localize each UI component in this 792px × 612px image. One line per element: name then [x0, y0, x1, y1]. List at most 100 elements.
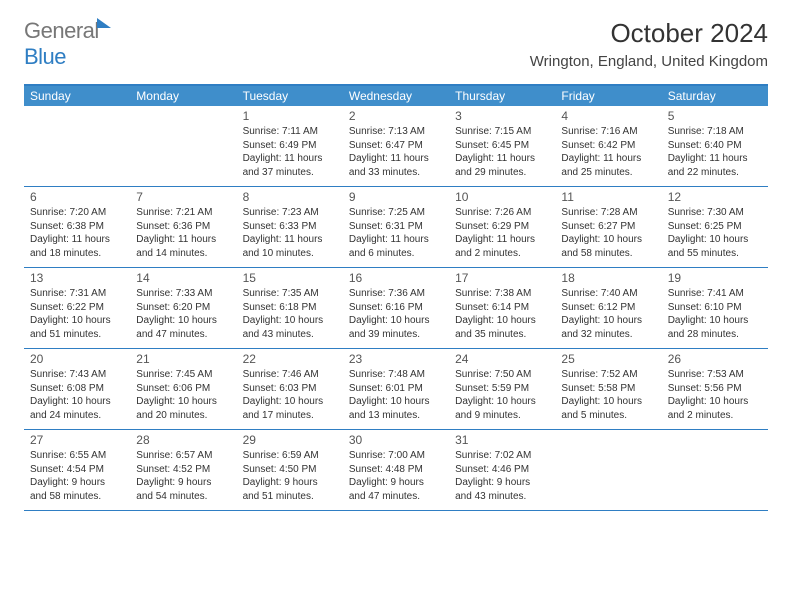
sunrise-line: Sunrise: 6:55 AM [30, 449, 124, 463]
calendar-day: 6Sunrise: 7:20 AMSunset: 6:38 PMDaylight… [24, 187, 130, 267]
sunrise-line: Sunrise: 7:52 AM [561, 368, 655, 382]
daylight-line: Daylight: 10 hours and 5 minutes. [561, 395, 655, 422]
day-number: 20 [30, 352, 124, 366]
sunrise-line: Sunrise: 7:26 AM [455, 206, 549, 220]
sunrise-line: Sunrise: 7:13 AM [349, 125, 443, 139]
daylight-line: Daylight: 10 hours and 28 minutes. [668, 314, 762, 341]
sunrise-line: Sunrise: 7:11 AM [243, 125, 337, 139]
sunrise-line: Sunrise: 6:59 AM [243, 449, 337, 463]
sunrise-line: Sunrise: 7:36 AM [349, 287, 443, 301]
sunrise-line: Sunrise: 7:23 AM [243, 206, 337, 220]
weekday-cell: Wednesday [343, 86, 449, 106]
calendar-day: 19Sunrise: 7:41 AMSunset: 6:10 PMDayligh… [662, 268, 768, 348]
calendar-day: 23Sunrise: 7:48 AMSunset: 6:01 PMDayligh… [343, 349, 449, 429]
sunrise-line: Sunrise: 7:38 AM [455, 287, 549, 301]
calendar-day: 26Sunrise: 7:53 AMSunset: 5:56 PMDayligh… [662, 349, 768, 429]
sunset-line: Sunset: 6:01 PM [349, 382, 443, 396]
sunset-line: Sunset: 6:47 PM [349, 139, 443, 153]
calendar-day-empty [24, 106, 130, 186]
daylight-line: Daylight: 11 hours and 22 minutes. [668, 152, 762, 179]
calendar-week: 13Sunrise: 7:31 AMSunset: 6:22 PMDayligh… [24, 268, 768, 349]
sunset-line: Sunset: 4:50 PM [243, 463, 337, 477]
sunrise-line: Sunrise: 7:21 AM [136, 206, 230, 220]
brand-part1: General [24, 18, 99, 43]
daylight-line: Daylight: 11 hours and 33 minutes. [349, 152, 443, 179]
day-number: 27 [30, 433, 124, 447]
sunrise-line: Sunrise: 7:41 AM [668, 287, 762, 301]
sunset-line: Sunset: 6:38 PM [30, 220, 124, 234]
daylight-line: Daylight: 9 hours and 43 minutes. [455, 476, 549, 503]
daylight-line: Daylight: 11 hours and 6 minutes. [349, 233, 443, 260]
calendar-day: 2 Sunrise: 7:13 AMSunset: 6:47 PMDaylight… [343, 106, 449, 186]
sunset-line: Sunset: 5:58 PM [561, 382, 655, 396]
daylight-line: Daylight: 11 hours and 37 minutes. [243, 152, 337, 179]
location: Wrington, England, United Kingdom [530, 53, 768, 70]
sunset-line: Sunset: 6:29 PM [455, 220, 549, 234]
calendar-day: 9Sunrise: 7:25 AMSunset: 6:31 PMDaylight… [343, 187, 449, 267]
sunrise-line: Sunrise: 7:33 AM [136, 287, 230, 301]
sunset-line: Sunset: 6:06 PM [136, 382, 230, 396]
sunrise-line: Sunrise: 7:00 AM [349, 449, 443, 463]
daylight-line: Daylight: 10 hours and 58 minutes. [561, 233, 655, 260]
day-number: 28 [136, 433, 230, 447]
daylight-line: Daylight: 10 hours and 47 minutes. [136, 314, 230, 341]
daylight-line: Daylight: 9 hours and 54 minutes. [136, 476, 230, 503]
daylight-line: Daylight: 10 hours and 9 minutes. [455, 395, 549, 422]
calendar-day: 13Sunrise: 7:31 AMSunset: 6:22 PMDayligh… [24, 268, 130, 348]
sunset-line: Sunset: 4:48 PM [349, 463, 443, 477]
day-number: 17 [455, 271, 549, 285]
sunset-line: Sunset: 6:33 PM [243, 220, 337, 234]
calendar-day: 27Sunrise: 6:55 AMSunset: 4:54 PMDayligh… [24, 430, 130, 510]
daylight-line: Daylight: 9 hours and 47 minutes. [349, 476, 443, 503]
daylight-line: Daylight: 11 hours and 10 minutes. [243, 233, 337, 260]
calendar-day: 21Sunrise: 7:45 AMSunset: 6:06 PMDayligh… [130, 349, 236, 429]
day-number: 9 [349, 190, 443, 204]
sunset-line: Sunset: 6:16 PM [349, 301, 443, 315]
day-number: 4 [561, 109, 655, 123]
sunset-line: Sunset: 6:14 PM [455, 301, 549, 315]
daylight-line: Daylight: 11 hours and 18 minutes. [30, 233, 124, 260]
sunset-line: Sunset: 6:10 PM [668, 301, 762, 315]
sunrise-line: Sunrise: 7:28 AM [561, 206, 655, 220]
daylight-line: Daylight: 10 hours and 13 minutes. [349, 395, 443, 422]
daylight-line: Daylight: 10 hours and 55 minutes. [668, 233, 762, 260]
sunset-line: Sunset: 6:40 PM [668, 139, 762, 153]
calendar-week: 1Sunrise: 7:11 AMSunset: 6:49 PMDaylight… [24, 106, 768, 187]
day-number: 31 [455, 433, 549, 447]
sunrise-line: Sunrise: 7:25 AM [349, 206, 443, 220]
day-number: 29 [243, 433, 337, 447]
day-number: 2 [349, 109, 443, 123]
calendar-day: 16 Sunrise: 7:36 AMSunset: 6:16 PMDayligh… [343, 268, 449, 348]
sunset-line: Sunset: 6:25 PM [668, 220, 762, 234]
day-number: 6 [30, 190, 124, 204]
daylight-line: Daylight: 10 hours and 35 minutes. [455, 314, 549, 341]
sunrise-line: Sunrise: 7:31 AM [30, 287, 124, 301]
calendar-day: 17 Sunrise: 7:38 AMSunset: 6:14 PMDayligh… [449, 268, 555, 348]
day-number: 10 [455, 190, 549, 204]
daylight-line: Daylight: 10 hours and 20 minutes. [136, 395, 230, 422]
calendar-day: 14Sunrise: 7:33 AMSunset: 6:20 PMDayligh… [130, 268, 236, 348]
daylight-line: Daylight: 10 hours and 17 minutes. [243, 395, 337, 422]
day-number: 12 [668, 190, 762, 204]
daylight-line: Daylight: 10 hours and 2 minutes. [668, 395, 762, 422]
calendar-day: 24Sunrise: 7:50 AMSunset: 5:59 PMDayligh… [449, 349, 555, 429]
calendar-day-empty [555, 430, 661, 510]
brand-triangle-icon [97, 18, 111, 28]
weekday-cell: Tuesday [237, 86, 343, 106]
sunset-line: Sunset: 6:36 PM [136, 220, 230, 234]
calendar-day: 30 Sunrise: 7:00 AMSunset: 4:48 PMDayligh… [343, 430, 449, 510]
calendar-day: 20Sunrise: 7:43 AMSunset: 6:08 PMDayligh… [24, 349, 130, 429]
sunrise-line: Sunrise: 7:30 AM [668, 206, 762, 220]
day-number: 30 [349, 433, 443, 447]
sunset-line: Sunset: 6:49 PM [243, 139, 337, 153]
daylight-line: Daylight: 11 hours and 25 minutes. [561, 152, 655, 179]
sunset-line: Sunset: 5:59 PM [455, 382, 549, 396]
calendar-day: 25Sunrise: 7:52 AMSunset: 5:58 PMDayligh… [555, 349, 661, 429]
calendar: SundayMondayTuesdayWednesdayThursdayFrid… [24, 84, 768, 511]
weekday-cell: Friday [555, 86, 661, 106]
day-number: 16 [349, 271, 443, 285]
calendar-day: 29Sunrise: 6:59 AMSunset: 4:50 PMDayligh… [237, 430, 343, 510]
sunrise-line: Sunrise: 7:15 AM [455, 125, 549, 139]
daylight-line: Daylight: 10 hours and 39 minutes. [349, 314, 443, 341]
brand-logo: General Blue [24, 18, 111, 70]
